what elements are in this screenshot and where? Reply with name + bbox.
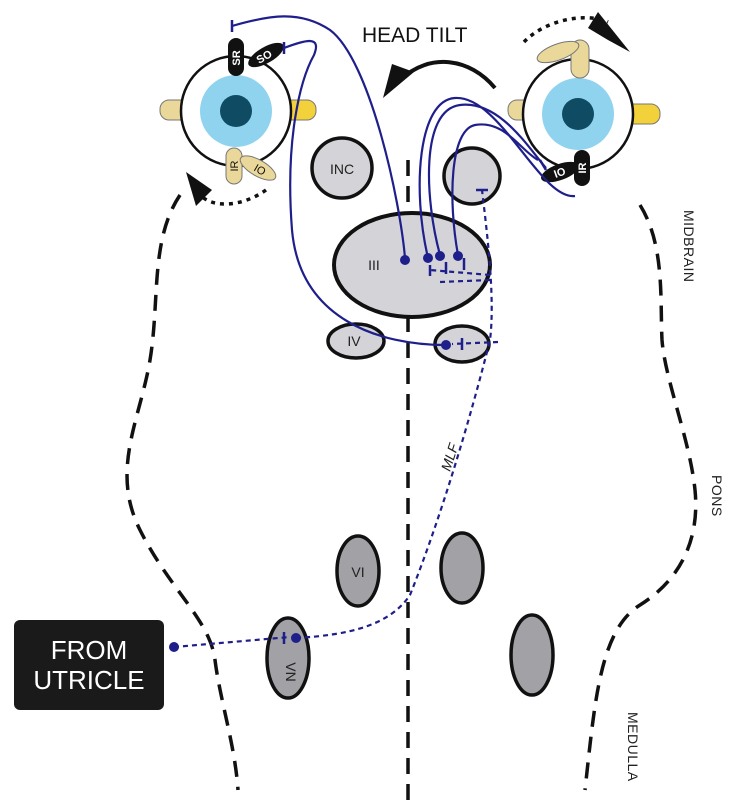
right-ir-muscle [574, 150, 590, 186]
iv-synapse [441, 340, 451, 350]
vn-synapse [291, 633, 301, 643]
vestibular-label: VN [283, 662, 299, 681]
head-tilt-arrow [398, 59, 497, 90]
vestibular-nucleus-left [265, 616, 311, 700]
mlf-branch-iii [429, 268, 491, 277]
medulla-label: MEDULLA [625, 712, 641, 782]
utricle-line-1: FROM [50, 635, 128, 665]
right-eye-pupil [562, 98, 594, 130]
synapses [169, 251, 463, 652]
left-eye-rotation-arrow [198, 188, 268, 206]
iii-to-left-sr [231, 15, 407, 259]
utricle-to-vn-pathway [173, 635, 291, 649]
inc-label: INC [330, 161, 354, 177]
vestibular-nucleus-right [509, 613, 555, 697]
trochlear-label: IV [347, 333, 361, 349]
iii-synapse-1 [400, 255, 410, 265]
left-ir-label: IR [229, 160, 241, 171]
utricle-synapse [169, 642, 179, 652]
brainstem-outline-right [583, 204, 698, 791]
brainstem-outline-left [125, 194, 240, 791]
iv-to-left-so [283, 39, 447, 347]
head-tilt-arrowhead [383, 64, 414, 98]
right-io-label: IO [552, 165, 567, 180]
abducens-nucleus-left [335, 534, 381, 608]
terminal-bars [230, 20, 548, 644]
mlf-branch-iv [451, 340, 499, 346]
inc-nucleus-left [310, 136, 374, 200]
head-tilt-title: HEAD TILT [362, 24, 468, 47]
iii-to-right-io [427, 103, 547, 256]
left-sr-label: SR [231, 50, 243, 65]
iii-synapse-4 [453, 251, 463, 261]
utricle-line-2: UTRICLE [33, 665, 145, 695]
iii-synapse-3 [435, 251, 445, 261]
iii-to-right-ir [418, 96, 576, 259]
right-ir-label: IR [577, 162, 589, 173]
left-so-muscle [248, 42, 284, 68]
midbrain-label: MIDBRAIN [681, 210, 697, 282]
left-sr-muscle [228, 38, 244, 76]
right-eye: IO IR [507, 39, 661, 186]
left-eye: SR SO IR IO [159, 38, 317, 185]
oculomotor-label: III [368, 257, 380, 273]
pons-label: PONS [709, 475, 725, 517]
iii-synapse-2 [423, 253, 433, 263]
left-ir-muscle [225, 147, 243, 185]
abducens-label: VI [351, 564, 364, 580]
right-eye-rotation-arrowhead [588, 12, 630, 52]
iii-to-right-io-2 [451, 123, 539, 256]
from-utricle-box: FROM UTRICLE [14, 620, 164, 710]
mlf-pathway [295, 189, 493, 640]
neural-pathways [173, 15, 576, 649]
left-eye-pupil [220, 95, 252, 127]
left-io-muscle [239, 155, 277, 181]
oculomotor-nucleus [332, 211, 492, 319]
abducens-nucleus-right [439, 531, 485, 605]
left-eye-rotation-arrowhead [186, 172, 212, 206]
right-io-muscle [541, 161, 579, 183]
right-so-muscle [536, 40, 580, 64]
terminal-right-io [538, 159, 548, 171]
